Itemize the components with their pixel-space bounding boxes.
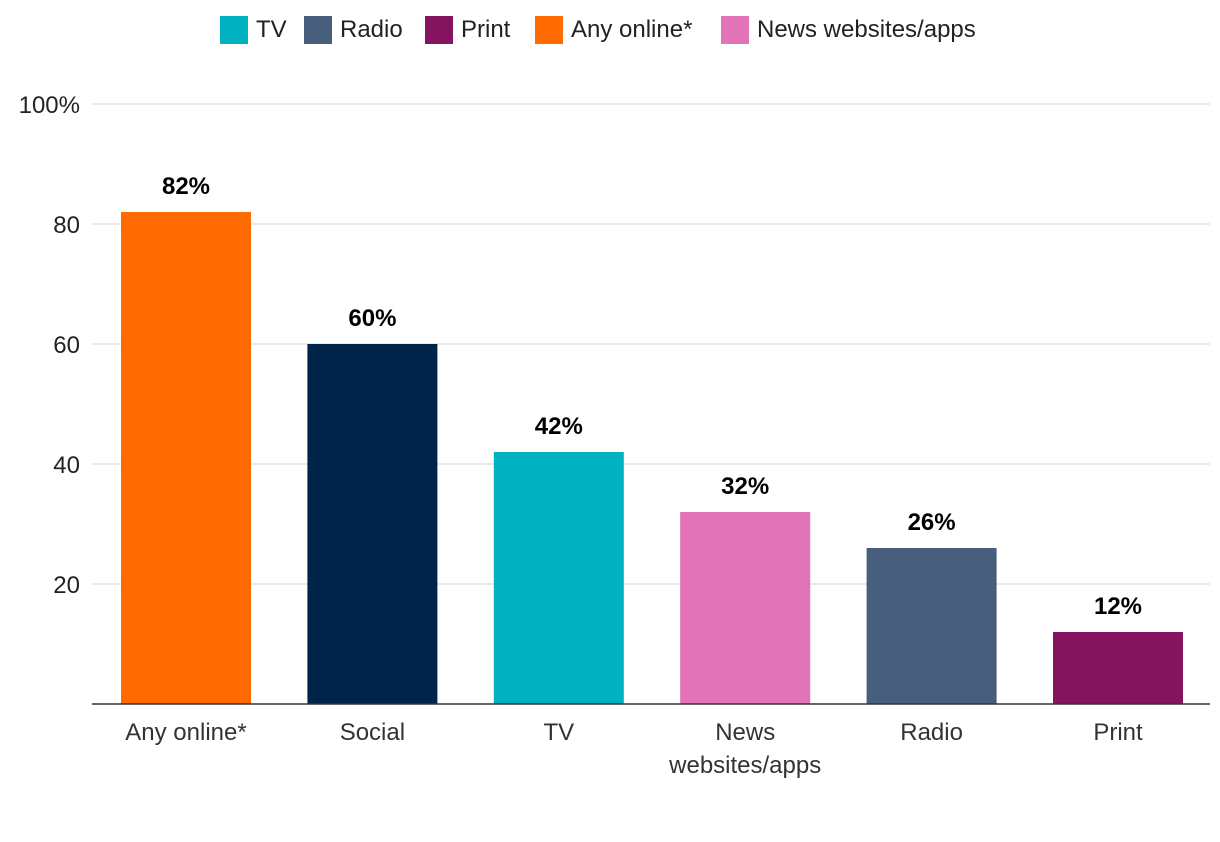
x-tick-label: Print: [1093, 719, 1143, 746]
chart-legend: TV Radio Print Any online* News websites…: [0, 12, 1220, 48]
legend-label-news-websites-apps: News websites/apps: [757, 16, 976, 43]
legend-item-radio[interactable]: Radio: [304, 12, 403, 48]
x-tick-label: Any online*: [125, 719, 246, 746]
grid-lines: [92, 103, 1210, 585]
legend-swatch-tv: [220, 16, 248, 44]
x-tick-label: TV: [543, 719, 574, 746]
y-tick-label: 40: [53, 452, 80, 479]
legend-label-radio: Radio: [340, 16, 403, 43]
legend-label-print: Print: [461, 16, 511, 43]
bar-value-label: 42%: [535, 413, 583, 440]
bar-value-label: 26%: [908, 509, 956, 536]
y-tick-label: 80: [53, 212, 80, 239]
y-tick-label: 100%: [19, 92, 80, 119]
x-tick-label: Social: [340, 719, 405, 746]
bar-value-label: 60%: [348, 305, 396, 332]
legend-swatch-any-online: [535, 16, 563, 44]
x-tick-label: News websites/apps: [668, 719, 821, 779]
bar-3[interactable]: [680, 512, 811, 704]
legend-swatch-radio: [304, 16, 332, 44]
y-axis-ticks: 20 40 60 80 100%: [19, 92, 80, 599]
y-tick-label: 60: [53, 332, 80, 359]
legend-item-print[interactable]: Print: [425, 12, 510, 48]
bar-5[interactable]: [1053, 632, 1183, 704]
legend-swatch-print: [425, 16, 453, 44]
bar-value-label: 32%: [721, 473, 769, 500]
bars: [121, 212, 1183, 704]
y-tick-label: 20: [53, 572, 80, 599]
legend-label-tv: TV: [256, 16, 287, 43]
legend-item-tv[interactable]: TV: [220, 12, 287, 48]
x-axis-ticks: Any online* Social TV News websites/apps Radi…: [125, 719, 1143, 779]
bar-2[interactable]: [493, 452, 624, 704]
bar-value-label: 12%: [1094, 593, 1142, 620]
legend-item-news-websites-apps[interactable]: News websites/apps: [721, 12, 976, 48]
bar-4[interactable]: [866, 548, 997, 704]
legend-label-any-online: Any online*: [571, 16, 693, 43]
bar-1[interactable]: [307, 344, 438, 704]
legend-swatch-news-websites-apps: [721, 16, 749, 44]
x-tick-label: Radio: [900, 719, 963, 746]
bar-0[interactable]: [121, 212, 251, 704]
bar-value-label: 82%: [162, 173, 210, 200]
legend-item-any-online[interactable]: Any online*: [535, 12, 692, 48]
value-labels: 82% 60% 42% 32% 26% 12%: [162, 173, 1142, 620]
